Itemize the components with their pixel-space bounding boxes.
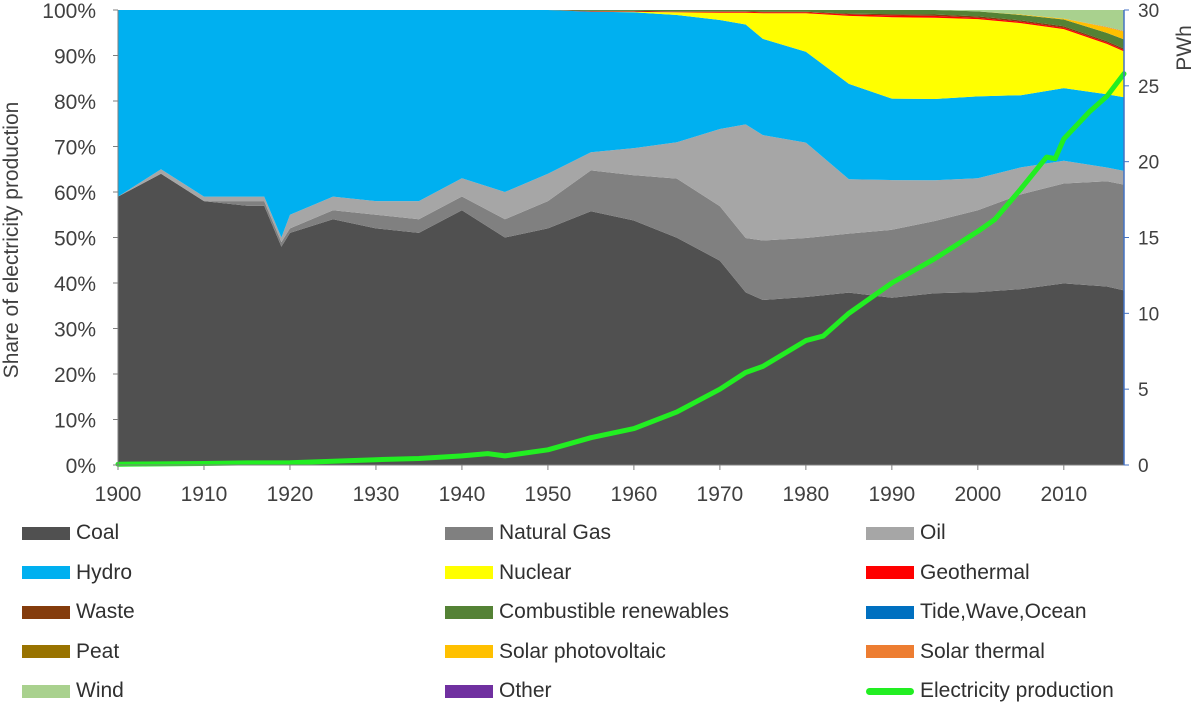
legend-item-solar-thermal: Solar thermal (866, 637, 1045, 667)
legend-label: Combustible renewables (499, 600, 729, 623)
legend-label: Other (499, 679, 552, 702)
legend-swatch (22, 526, 70, 540)
y2-axis-label: PWh (1173, 25, 1196, 71)
legend-swatch (866, 605, 914, 619)
legend-label: Geothermal (920, 560, 1030, 584)
area-series-group (118, 10, 1124, 466)
legend-item-electricity-production: Electricity production (866, 676, 1114, 706)
x-tick-label: 1920 (267, 483, 314, 506)
area-oil (118, 124, 1124, 243)
y-tick-label: 40% (54, 273, 96, 296)
legend-item-combustible-renewables: Combustible renewables (445, 597, 729, 627)
y-tick-label: 50% (54, 228, 96, 251)
y2-tick-label: 30 (1138, 1, 1159, 22)
x-tick-label: 1980 (783, 483, 830, 506)
x-tick-label: 1990 (868, 483, 915, 506)
x-tick-label: 1960 (611, 483, 658, 506)
y2-tick-label: 0 (1138, 456, 1149, 477)
legend-label: Electricity production (920, 679, 1114, 702)
legend-label: Hydro (76, 560, 133, 584)
chart: 1900 1910 1920 1930 1940 1950 1960 1970 1980 1990… (0, 0, 1196, 506)
legend-item-peat: Peat (22, 637, 119, 667)
legend-label: Oil (920, 521, 946, 544)
y-tick-label: 100% (42, 0, 96, 23)
x-tick-label: 1950 (525, 483, 572, 506)
legend-swatch (22, 605, 70, 619)
legend-label: Wind (76, 679, 124, 702)
legend-item-nuclear: Nuclear (445, 558, 571, 588)
legend-label: Waste (76, 600, 135, 623)
legend-item-coal: Coal (22, 518, 119, 548)
y-tick-label: 70% (54, 137, 96, 160)
legend-label: Coal (76, 521, 120, 544)
legend-item-oil: Oil (866, 518, 946, 548)
legend-item-wind: Wind (22, 676, 124, 706)
legend: Coal Natural Gas Oil Hydro Nuclear Geothermal… (0, 512, 1200, 705)
legend-swatch (22, 566, 70, 579)
legend-item-tide-wave-ocean: Tide,Wave,Ocean (866, 597, 1087, 627)
legend-item-natural-gas: Natural Gas (445, 518, 611, 548)
x-tick-label: 2010 (1040, 483, 1087, 506)
y-tick-label: 20% (54, 364, 96, 387)
legend-swatch (866, 566, 914, 579)
x-tick-label: 1970 (697, 483, 744, 506)
y2-tick-label: 10 (1138, 304, 1159, 325)
legend-label: Peat (76, 639, 120, 663)
area-nuclear (118, 10, 1124, 99)
y-tick-label: 0% (66, 455, 96, 478)
legend-swatch (445, 645, 493, 658)
legend-swatch (445, 605, 493, 619)
legend-swatch (445, 526, 493, 540)
y-tick-label: 60% (54, 182, 96, 205)
y2-tick-label: 15 (1138, 229, 1159, 250)
legend-swatch (866, 645, 914, 658)
area-natural-gas (118, 170, 1124, 300)
x-tick-label: 1940 (439, 483, 486, 506)
legend-swatch (445, 684, 493, 698)
legend-item-solar-photovoltaic: Solar photovoltaic (445, 637, 666, 667)
legend-item-other: Other (445, 676, 552, 706)
y2-tick-label: 5 (1138, 380, 1149, 401)
y-axis-label: Share of electricity production (0, 102, 23, 379)
legend-label: Solar thermal (920, 639, 1045, 663)
line-electricity-production (115, 71, 1127, 467)
y-tick-label: 30% (54, 319, 96, 342)
y-tick-label: 80% (54, 91, 96, 114)
legend-swatch (866, 526, 914, 540)
legend-label: Solar photovoltaic (499, 639, 666, 663)
legend-swatch (445, 566, 493, 579)
legend-swatch (866, 687, 914, 695)
y-tick-label: 10% (54, 410, 96, 433)
area-wind (118, 10, 1124, 32)
x-tick-label: 2000 (954, 483, 1001, 506)
y-tick-label: 90% (54, 46, 96, 69)
line-series-group (115, 71, 1127, 467)
legend-item-waste: Waste (22, 597, 135, 627)
legend-item-geothermal: Geothermal (866, 558, 1030, 588)
y2-axis-ticks: 0 5 10 15 20 25 30 (1124, 1, 1159, 477)
x-tick-label: 1910 (181, 483, 228, 506)
area-hydro (118, 10, 1124, 238)
legend-label: Tide,Wave,Ocean (920, 600, 1087, 623)
legend-swatch (22, 684, 70, 698)
legend-item-hydro: Hydro (22, 558, 132, 588)
legend-label: Nuclear (499, 560, 572, 584)
x-tick-label: 1900 (95, 483, 142, 506)
y2-tick-label: 20 (1138, 153, 1159, 174)
legend-label: Natural Gas (499, 521, 612, 544)
legend-swatch (22, 645, 70, 658)
y-axis-ticks: 0% 10% 20% 30% 40% 50% 60% 70% 80% 90% 100% (42, 0, 118, 478)
x-axis-ticks: 1900 1910 1920 1930 1940 1950 1960 1970 1980 1990… (95, 465, 1087, 506)
y2-tick-label: 25 (1138, 77, 1159, 98)
area-coal (118, 173, 1124, 466)
x-tick-label: 1930 (353, 483, 400, 506)
